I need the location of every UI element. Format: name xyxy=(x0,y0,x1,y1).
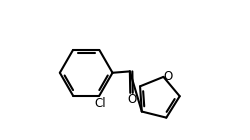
Text: O: O xyxy=(163,70,172,83)
Text: Cl: Cl xyxy=(94,97,106,110)
Text: O: O xyxy=(127,93,136,106)
